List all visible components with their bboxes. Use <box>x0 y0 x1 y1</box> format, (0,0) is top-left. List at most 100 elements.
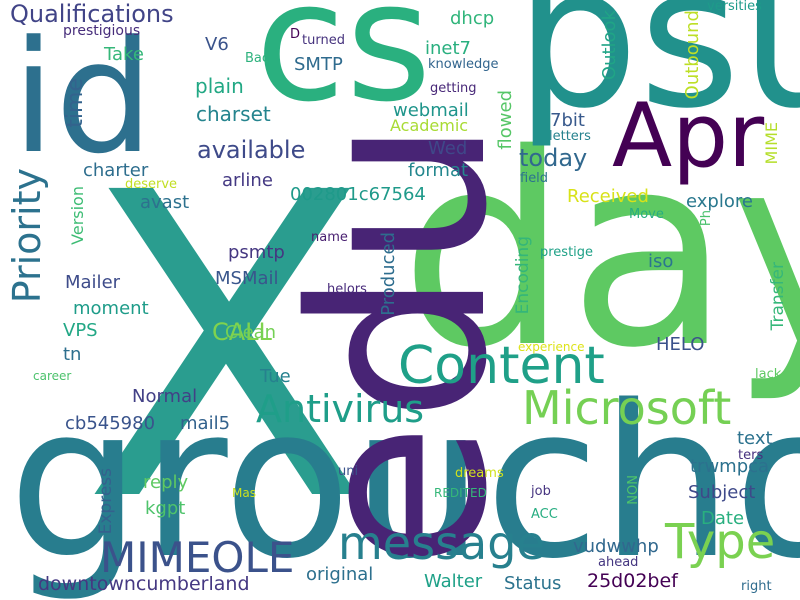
word-version: Version <box>68 186 87 245</box>
word-antivirus: Antivirus <box>256 387 425 431</box>
word-psu: psu <box>515 0 800 151</box>
word-letters: letters <box>549 129 591 144</box>
word-walter: Walter <box>424 571 483 592</box>
word-clean: Clean <box>225 322 277 343</box>
word-flowed: flowed <box>495 90 516 150</box>
word-apr: Apr <box>612 84 765 187</box>
word-transfer: Transfer <box>768 262 788 331</box>
word-smtp: SMTP <box>294 54 343 75</box>
word-uni: uni <box>338 464 359 479</box>
word-format: format <box>408 160 469 181</box>
word-arline: arline <box>222 170 273 191</box>
word-vps: VPS <box>63 320 98 341</box>
word-d: D <box>290 27 301 42</box>
word-moment: moment <box>73 298 149 319</box>
word-express: Express <box>96 468 116 535</box>
word-bac: Bac <box>245 51 270 66</box>
word-date: Date <box>701 508 745 529</box>
word-v6: V6 <box>205 34 229 55</box>
word-reply: reply <box>143 472 189 493</box>
word-tue: Tue <box>260 366 291 387</box>
word-text: text <box>737 428 773 449</box>
word-mail5: mail5 <box>180 413 231 434</box>
word-inet7: inet7 <box>425 38 471 59</box>
word-ters: ters <box>738 448 764 463</box>
word-encoding: Encoding <box>513 236 533 315</box>
word-call: CALL <box>212 318 272 346</box>
word-tn: tn <box>63 344 82 365</box>
word-normal: Normal <box>132 386 198 407</box>
word-7bit: 7bit <box>550 110 585 131</box>
word-turned: turned <box>302 33 345 48</box>
word-move: Move <box>629 207 664 222</box>
word-produced: Produced <box>378 232 399 316</box>
word-mailer: Mailer <box>65 272 121 293</box>
word-lack: lack <box>755 367 782 382</box>
word-getting: getting <box>430 81 477 96</box>
word-dreams: dreams <box>455 466 504 481</box>
word-avast: avast <box>140 192 190 213</box>
word-mas: Mas <box>232 486 256 500</box>
word-vudwwhp: vudwwhp <box>573 536 659 557</box>
word-002801c67564: 002801c67564 <box>290 184 426 205</box>
word-job: job <box>531 484 551 499</box>
word-right: right <box>741 579 772 594</box>
word-outbound: Outbound <box>682 10 703 100</box>
word-trwmpca: trwmpca <box>690 456 770 477</box>
word-original: original <box>306 564 374 585</box>
word-qualifications: Qualifications <box>10 0 174 28</box>
word-plain: plain <box>195 74 244 98</box>
word-charter: charter <box>83 160 149 181</box>
word-versities: versities <box>707 0 762 14</box>
word-available: available <box>197 136 306 164</box>
word-helo: HELO <box>656 334 705 355</box>
word-subject: Subject <box>688 482 756 503</box>
word-today: today <box>519 144 588 172</box>
word-cb545980: cb545980 <box>65 413 156 434</box>
word-psmtp: psmtp <box>228 242 285 263</box>
word-received: Received <box>567 186 649 207</box>
word-content: Content <box>398 336 605 396</box>
word-day: day <box>400 98 800 406</box>
word-outlook: Outlook <box>599 10 620 81</box>
word-mimeole: MIMEOLE <box>100 533 295 582</box>
word-ahead: ahead <box>598 555 639 570</box>
word-academic: Academic <box>390 116 469 135</box>
word-dhcp: dhcp <box>450 8 495 29</box>
word-time: time <box>63 78 88 128</box>
word-message: message <box>338 516 545 570</box>
word-prestigious: prestigious <box>63 23 141 39</box>
word-downtowncumberland: downtowncumberland <box>38 573 250 595</box>
word-webmail: webmail <box>393 100 469 121</box>
word-take: Take <box>104 44 144 65</box>
word-experience: experience <box>518 340 585 354</box>
word-non: NON <box>626 475 641 505</box>
word-wed: Wed <box>428 138 468 159</box>
word-25d02bef: 25d02bef <box>587 570 678 592</box>
word-deserve: deserve <box>125 177 178 192</box>
word-acc: ACC <box>531 507 558 522</box>
word-career: career <box>33 369 72 383</box>
word-microsoft: Microsoft <box>522 381 732 435</box>
word-prestige: prestige <box>540 245 594 260</box>
word-redited: REDITED <box>434 486 487 500</box>
word-mime: MIME <box>762 122 781 165</box>
word-msmail: MSMail <box>215 268 279 289</box>
word-helors: helors <box>327 282 367 297</box>
word-charset: charset <box>196 102 271 126</box>
word-kgpt: kgpt <box>145 498 186 519</box>
word-iso: iso <box>648 251 674 272</box>
word-field: field <box>520 171 549 186</box>
word-knowledge: knowledge <box>428 57 499 72</box>
word-x: X <box>82 105 370 594</box>
word-cs: cs <box>255 0 432 138</box>
word-priority: Priority <box>5 168 49 304</box>
word-type: Type <box>665 514 776 570</box>
word-ph: Ph <box>699 210 714 227</box>
word-groucho: groucho <box>8 360 800 600</box>
word-status: Status <box>504 573 562 594</box>
word-explore: explore <box>686 191 753 212</box>
word-name: name <box>311 230 348 245</box>
word-id: id <box>12 7 154 188</box>
